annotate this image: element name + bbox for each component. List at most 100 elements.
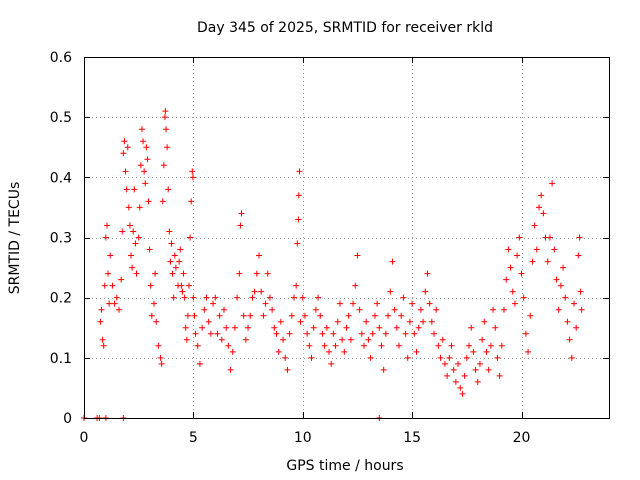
data-point bbox=[275, 348, 282, 355]
data-point bbox=[562, 294, 569, 301]
data-point bbox=[288, 312, 295, 319]
data-point bbox=[310, 324, 317, 331]
data-point bbox=[507, 264, 514, 271]
data-point bbox=[409, 300, 416, 307]
data-point bbox=[223, 324, 230, 331]
data-point bbox=[444, 372, 451, 379]
data-point bbox=[187, 234, 194, 241]
data-point bbox=[578, 306, 585, 313]
data-point bbox=[470, 348, 477, 355]
chart-title: Day 345 of 2025, SRMTID for receiver rkl… bbox=[197, 20, 493, 36]
data-point bbox=[184, 312, 191, 319]
data-point bbox=[557, 282, 564, 289]
data-point bbox=[153, 318, 160, 325]
data-point bbox=[119, 228, 126, 235]
x-tick-label: 5 bbox=[189, 430, 198, 446]
data-point bbox=[345, 312, 352, 319]
data-point bbox=[431, 330, 437, 337]
y-tick-label: 0.2 bbox=[50, 291, 72, 307]
data-point bbox=[522, 330, 529, 337]
data-point bbox=[131, 186, 138, 193]
data-point bbox=[472, 366, 479, 373]
data-point bbox=[326, 348, 332, 355]
data-point bbox=[179, 288, 186, 295]
data-point bbox=[212, 294, 219, 301]
data-point bbox=[253, 270, 260, 277]
data-point bbox=[210, 300, 217, 307]
data-point bbox=[155, 342, 162, 349]
data-point bbox=[571, 300, 577, 307]
plot-frame bbox=[84, 57, 610, 419]
data-point bbox=[201, 306, 208, 313]
data-point bbox=[531, 222, 538, 229]
data-point bbox=[109, 282, 116, 289]
data-point bbox=[277, 318, 284, 325]
data-point bbox=[341, 348, 348, 355]
data-point bbox=[231, 324, 238, 331]
data-point bbox=[511, 300, 518, 307]
data-point bbox=[105, 270, 112, 277]
data-point bbox=[152, 270, 159, 277]
data-point bbox=[540, 210, 547, 217]
y-tick-label: 0.1 bbox=[50, 351, 72, 367]
data-point bbox=[339, 336, 346, 343]
data-point bbox=[437, 354, 444, 361]
data-point bbox=[271, 324, 278, 331]
data-point bbox=[145, 198, 152, 205]
data-point bbox=[258, 288, 265, 295]
y-tick-label: 0.3 bbox=[50, 231, 72, 247]
data-point bbox=[546, 234, 553, 241]
data-point bbox=[487, 342, 494, 349]
y-tick-label: 0.5 bbox=[50, 110, 72, 126]
data-point bbox=[551, 246, 558, 253]
data-point bbox=[536, 204, 542, 211]
data-point bbox=[356, 306, 363, 313]
data-point bbox=[103, 222, 110, 229]
data-point bbox=[317, 312, 324, 319]
data-point bbox=[207, 330, 214, 337]
data-point bbox=[177, 246, 184, 253]
y-axis-label: SRMTID / TECUs bbox=[7, 182, 23, 295]
data-point bbox=[181, 294, 188, 301]
data-point bbox=[323, 324, 330, 331]
data-point bbox=[135, 234, 142, 241]
data-point bbox=[295, 192, 302, 199]
x-axis-label: GPS time / hours bbox=[286, 458, 403, 474]
data-point bbox=[455, 360, 462, 367]
data-point bbox=[262, 300, 269, 307]
x-tick-label: 0 bbox=[80, 430, 89, 446]
data-point bbox=[358, 330, 365, 337]
data-point bbox=[378, 342, 385, 349]
data-point bbox=[245, 324, 252, 331]
data-point bbox=[234, 294, 241, 301]
data-point bbox=[100, 342, 107, 349]
data-point bbox=[102, 234, 109, 241]
data-point bbox=[498, 342, 505, 349]
data-point bbox=[400, 294, 407, 301]
data-point bbox=[330, 330, 337, 337]
data-point bbox=[306, 342, 313, 349]
data-point bbox=[413, 348, 420, 355]
data-point bbox=[501, 306, 507, 313]
data-point bbox=[525, 348, 532, 355]
data-point bbox=[249, 294, 256, 301]
data-point bbox=[406, 318, 413, 325]
data-point bbox=[159, 198, 166, 205]
data-point bbox=[269, 306, 276, 313]
data-point bbox=[141, 168, 148, 175]
data-point bbox=[221, 306, 227, 313]
data-point bbox=[555, 306, 562, 313]
data-point bbox=[568, 354, 575, 361]
data-point bbox=[479, 336, 486, 343]
data-point bbox=[176, 258, 183, 265]
data-point bbox=[256, 252, 262, 259]
data-point bbox=[148, 312, 155, 319]
data-point bbox=[162, 108, 169, 115]
data-point bbox=[186, 282, 192, 289]
tick-labels: 0 0.1 0.2 0.3 0.4 0.5 0.6 0 5 10 15 20 bbox=[50, 50, 531, 446]
data-point bbox=[295, 216, 302, 223]
data-point bbox=[435, 342, 442, 349]
data-point bbox=[494, 354, 501, 361]
data-point bbox=[293, 282, 300, 289]
